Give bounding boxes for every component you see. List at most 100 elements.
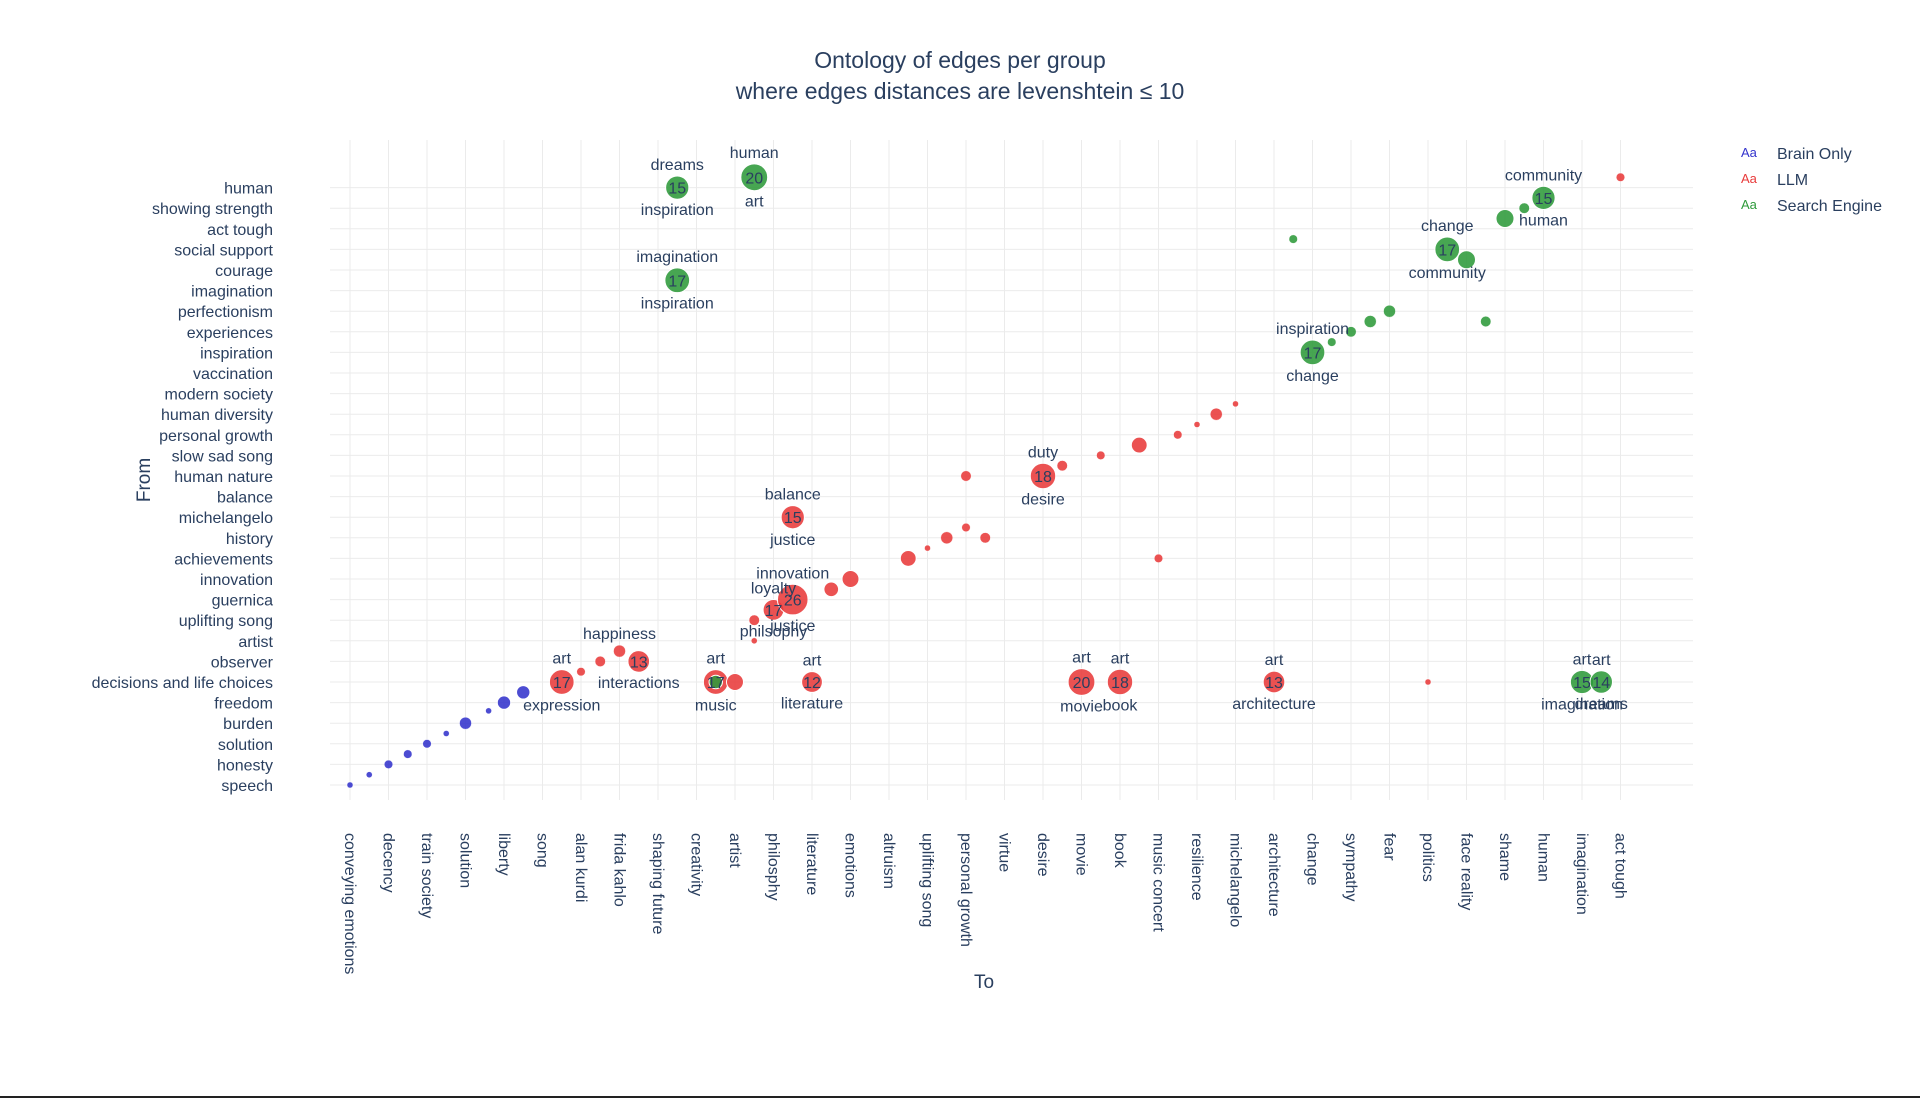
data-point[interactable]	[1130, 436, 1148, 454]
data-point[interactable]	[1210, 408, 1223, 421]
data-point[interactable]	[1616, 172, 1625, 182]
y-tick-label: human nature	[174, 469, 273, 486]
data-point[interactable]	[1173, 430, 1183, 440]
point-value-label: 17	[1438, 242, 1456, 259]
data-point[interactable]	[899, 549, 917, 567]
data-point[interactable]	[740, 163, 769, 192]
x-tick-label: altruism	[880, 833, 897, 889]
data-point[interactable]	[1193, 421, 1201, 428]
data-point[interactable]	[940, 531, 953, 544]
data-point[interactable]	[594, 656, 606, 667]
data-point[interactable]	[776, 583, 809, 616]
data-point[interactable]	[627, 650, 651, 673]
point-below-label: movie	[1060, 698, 1103, 715]
data-point[interactable]	[613, 644, 626, 658]
point-above-label: art	[1072, 650, 1091, 667]
point-above-label: art	[803, 653, 822, 670]
data-point[interactable]	[485, 707, 492, 715]
point-value-label: 13	[1265, 675, 1283, 692]
legend-item-llm[interactable]: Aa LLM	[1741, 171, 1808, 189]
data-point[interactable]	[459, 717, 472, 730]
data-point[interactable]	[1457, 250, 1476, 270]
data-point[interactable]	[979, 532, 991, 544]
data-point[interactable]	[751, 637, 758, 644]
data-point[interactable]	[665, 175, 690, 200]
data-point[interactable]	[823, 581, 840, 598]
legend[interactable]: Aa Brain Only Aa LLM Aa Search Engine	[1741, 145, 1882, 215]
data-point[interactable]	[961, 523, 971, 532]
x-tick-label: face reality	[1458, 833, 1475, 910]
data-point[interactable]	[1288, 234, 1298, 244]
legend-item-brain-only[interactable]: Aa Brain Only	[1741, 145, 1852, 163]
data-point[interactable]	[403, 749, 413, 759]
x-tick-label: creativity	[688, 833, 705, 896]
data-point[interactable]	[1424, 678, 1432, 686]
data-point[interactable]	[576, 667, 586, 677]
y-tick-label: human diversity	[161, 407, 273, 424]
x-tick-label: music concert	[1150, 833, 1167, 932]
data-point[interactable]	[1096, 450, 1106, 460]
point-above-label: happiness	[583, 626, 656, 643]
series-brain-only	[346, 685, 531, 789]
data-point[interactable]	[1106, 668, 1134, 696]
data-point[interactable]	[1232, 400, 1239, 408]
data-point[interactable]	[1056, 460, 1068, 472]
data-point[interactable]	[366, 771, 373, 778]
data-point[interactable]	[801, 671, 823, 693]
data-point[interactable]	[664, 267, 691, 294]
data-point[interactable]	[1495, 209, 1515, 228]
data-point[interactable]	[1299, 339, 1326, 366]
data-point[interactable]	[346, 781, 354, 789]
data-point[interactable]	[516, 685, 531, 700]
data-point[interactable]	[1531, 185, 1556, 211]
data-point[interactable]	[748, 614, 760, 626]
point-value-label: 14	[1592, 675, 1610, 692]
y-tick-label: uplifting song	[179, 613, 273, 630]
point-value-label: 15	[1535, 191, 1553, 208]
data-point[interactable]	[1154, 553, 1163, 563]
data-point[interactable]	[496, 695, 512, 710]
data-point[interactable]	[1067, 668, 1096, 696]
point-value-label: 15	[668, 181, 686, 198]
data-point[interactable]	[1262, 670, 1286, 694]
data-point[interactable]	[548, 669, 575, 695]
legend-item-search-engine[interactable]: Aa Search Engine	[1741, 197, 1882, 215]
data-point[interactable]	[1327, 337, 1337, 347]
x-tick-label: sympathy	[1342, 833, 1359, 901]
x-tick-label: imagination	[1573, 833, 1590, 915]
data-point[interactable]	[708, 674, 723, 690]
data-point[interactable]	[1518, 202, 1530, 214]
y-tick-label: balance	[217, 490, 273, 507]
x-tick-label: frida kahlo	[611, 833, 628, 907]
data-point[interactable]	[422, 739, 432, 749]
point-above-label: art	[1265, 652, 1284, 669]
x-tick-label: emotions	[842, 833, 859, 898]
data-point[interactable]	[1434, 236, 1461, 263]
point-value-label: 26	[784, 593, 802, 610]
data-point[interactable]	[726, 673, 744, 691]
y-tick-label: guernica	[212, 593, 273, 610]
data-labels: 17 art expression happiness 13 interactions 17…	[523, 145, 1628, 716]
point-below-label: imagination	[1541, 697, 1623, 714]
y-tick-label: personal growth	[159, 428, 273, 445]
point-value-label: 17	[668, 273, 686, 290]
legend-label: Search Engine	[1777, 198, 1882, 215]
y-tick-label: perfectionism	[178, 304, 273, 321]
data-point[interactable]	[960, 470, 972, 482]
data-point[interactable]	[1364, 315, 1377, 328]
data-point[interactable]	[384, 759, 393, 769]
data-point[interactable]	[780, 505, 805, 530]
data-point[interactable]	[924, 544, 931, 552]
data-point[interactable]	[1383, 305, 1396, 318]
data-point[interactable]	[841, 570, 860, 588]
point-above-label: inspiration	[1276, 321, 1349, 338]
x-tick-label: alan kurdi	[572, 833, 589, 902]
data-point[interactable]	[1345, 326, 1357, 338]
data-point[interactable]	[1029, 462, 1057, 490]
y-tick-label: experiences	[187, 325, 273, 342]
data-point[interactable]	[1480, 316, 1492, 327]
data-point[interactable]	[1589, 670, 1613, 694]
data-point[interactable]	[443, 730, 450, 737]
y-tick-label: honesty	[217, 757, 273, 774]
x-tick-label: solution	[457, 833, 474, 888]
